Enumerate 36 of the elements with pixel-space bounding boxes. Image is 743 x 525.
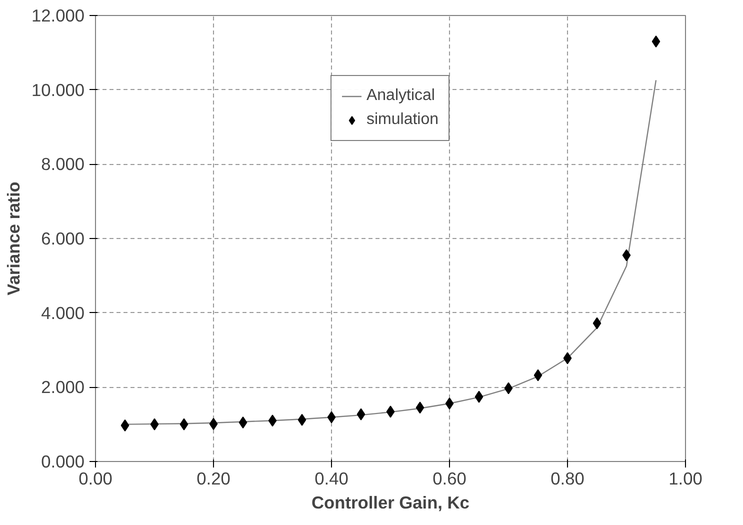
point — [238, 416, 248, 428]
y-tick-label: 2.000 — [41, 377, 85, 398]
legend-label: simulation — [366, 111, 439, 129]
x-axis-title: Controller Gain, Kc — [312, 492, 470, 512]
y-tick-label: 6.000 — [41, 228, 85, 248]
x-tick-label: 0.80 — [550, 468, 584, 488]
point — [592, 317, 602, 330]
point — [416, 402, 424, 414]
point — [386, 406, 395, 418]
x-tick-label: 0.00 — [78, 468, 112, 488]
x-tick-label: 0.60 — [432, 468, 466, 488]
y-tick-label: 10.000 — [32, 80, 84, 100]
point — [445, 398, 454, 410]
point — [563, 352, 572, 364]
y-tick-label: 4.000 — [41, 302, 85, 323]
point — [327, 411, 336, 424]
y-tick-label: 12.000 — [32, 6, 84, 26]
point — [268, 414, 277, 427]
point — [474, 390, 484, 403]
x-tick-label: 0.40 — [314, 468, 348, 488]
y-axis-title: Variance ratio — [4, 182, 24, 296]
x-tick-label: 1.00 — [668, 468, 702, 488]
point — [356, 408, 366, 420]
point — [652, 36, 660, 48]
point — [120, 419, 130, 432]
legend-label: Analytical — [366, 87, 435, 105]
point — [298, 414, 306, 426]
point — [209, 418, 218, 430]
point — [150, 418, 159, 430]
point — [180, 418, 188, 430]
point — [534, 369, 542, 382]
x-tick-label: 0.20 — [196, 468, 230, 488]
point — [622, 249, 631, 262]
point — [504, 382, 513, 394]
y-tick-label: 0.000 — [41, 452, 85, 472]
y-tick-label: 8.000 — [41, 154, 85, 174]
